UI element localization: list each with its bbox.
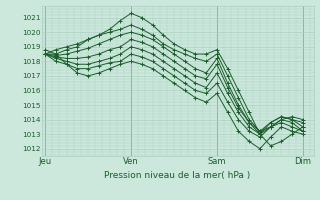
X-axis label: Pression niveau de la mer( hPa ): Pression niveau de la mer( hPa ) (104, 171, 251, 180)
